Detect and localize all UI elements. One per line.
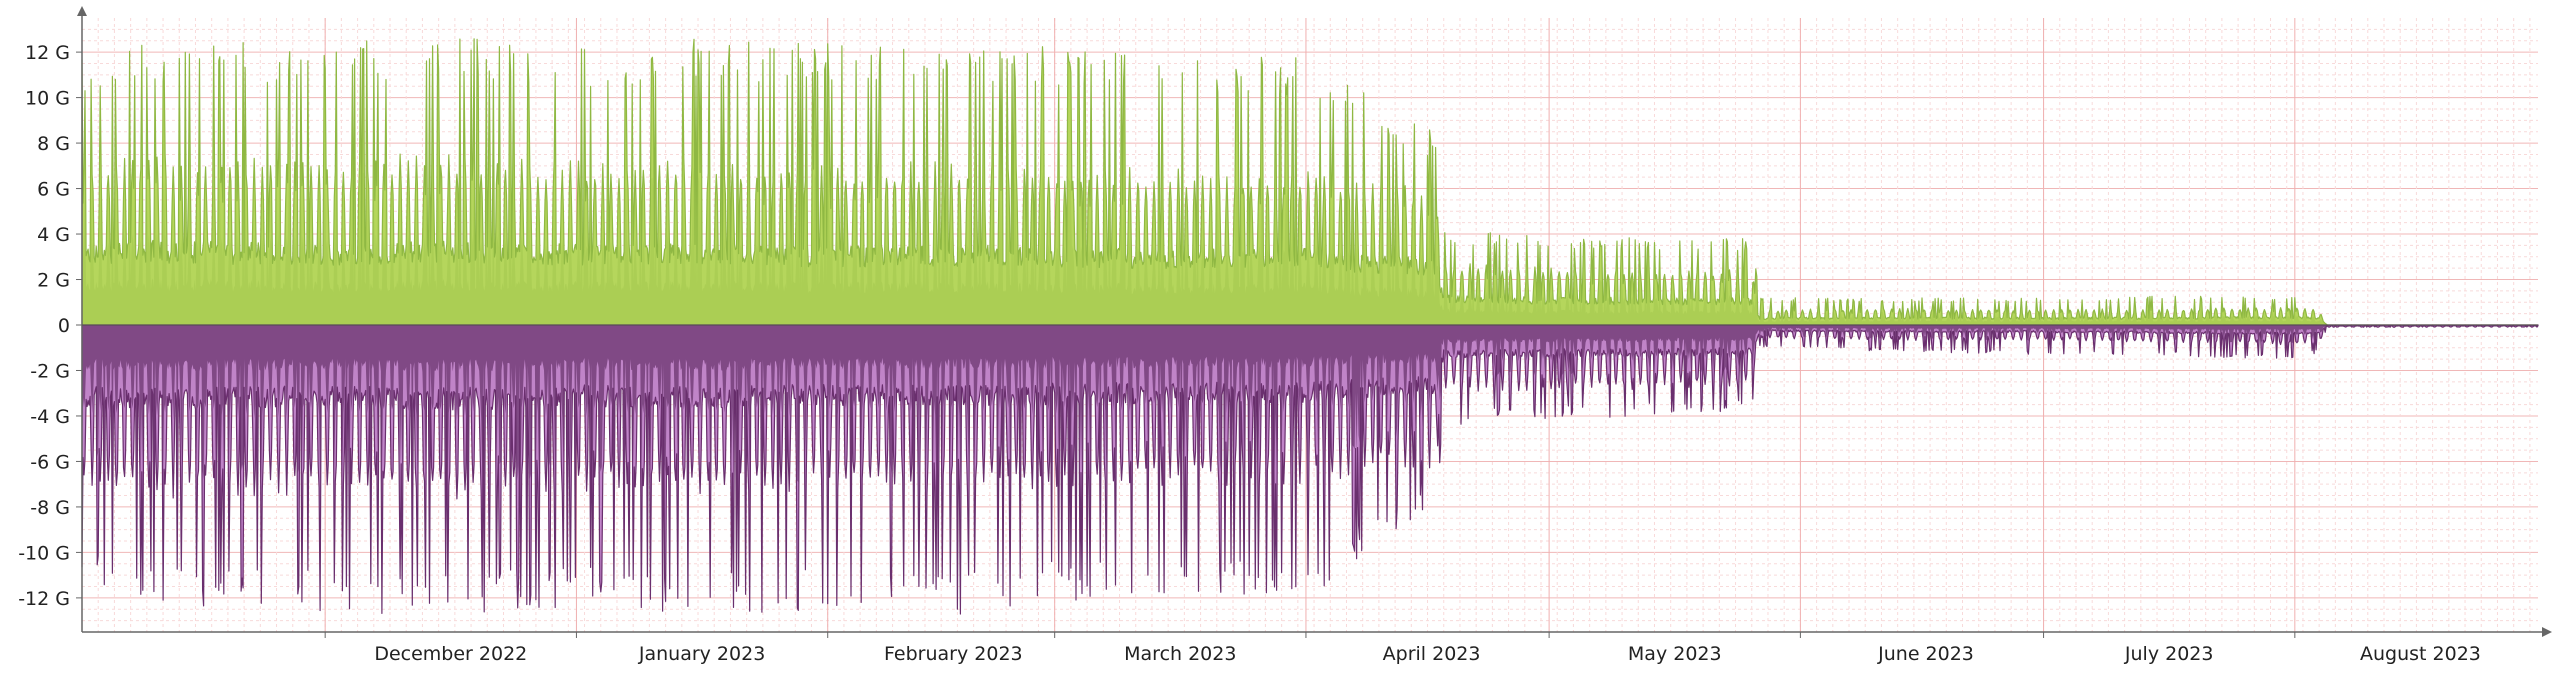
- series-core-positive: [82, 167, 2538, 325]
- series-area-negative: [81, 324, 2539, 615]
- axes: [77, 6, 2552, 637]
- y-tick-label: 6 G: [37, 179, 70, 201]
- y-tick-label: -12 G: [18, 588, 70, 610]
- y-tick-label: 4 G: [37, 224, 70, 246]
- y-tick-label: -10 G: [18, 542, 70, 564]
- x-axis-arrow: [2542, 627, 2552, 637]
- y-tick-label: -2 G: [30, 360, 70, 382]
- x-tick-label: August 2023: [2360, 643, 2481, 665]
- y-tick-label: 2 G: [37, 270, 70, 292]
- x-tick-label: February 2023: [884, 643, 1023, 665]
- x-tick-label: July 2023: [2124, 643, 2214, 665]
- x-tick-label: April 2023: [1383, 643, 1481, 665]
- y-axis-labels: 12 G 10 G 8 G 6 G 4 G 2 G 0 -2 G -4 G -6 G -8 G -10…: [18, 42, 82, 610]
- y-tick-label: 8 G: [37, 133, 70, 155]
- series-layer: [81, 38, 2539, 615]
- y-tick-label: -6 G: [30, 451, 70, 473]
- x-tick-label: December 2022: [374, 643, 527, 665]
- x-tick-label: March 2023: [1124, 643, 1236, 665]
- y-tick-label: -4 G: [30, 406, 70, 428]
- y-axis-arrow: [77, 6, 87, 16]
- x-tick-label: May 2023: [1628, 643, 1722, 665]
- y-tick-label: 0: [58, 315, 70, 337]
- y-tick-label: -8 G: [30, 497, 70, 519]
- y-tick-label: 10 G: [25, 88, 70, 110]
- x-tick-label: January 2023: [638, 643, 765, 665]
- x-tick-label: June 2023: [1877, 643, 1974, 665]
- x-axis-labels: December 2022 January 2023 February 2023 Ma…: [324, 632, 2481, 665]
- series-core-negative: [82, 325, 2538, 484]
- y-tick-label: 12 G: [25, 42, 70, 64]
